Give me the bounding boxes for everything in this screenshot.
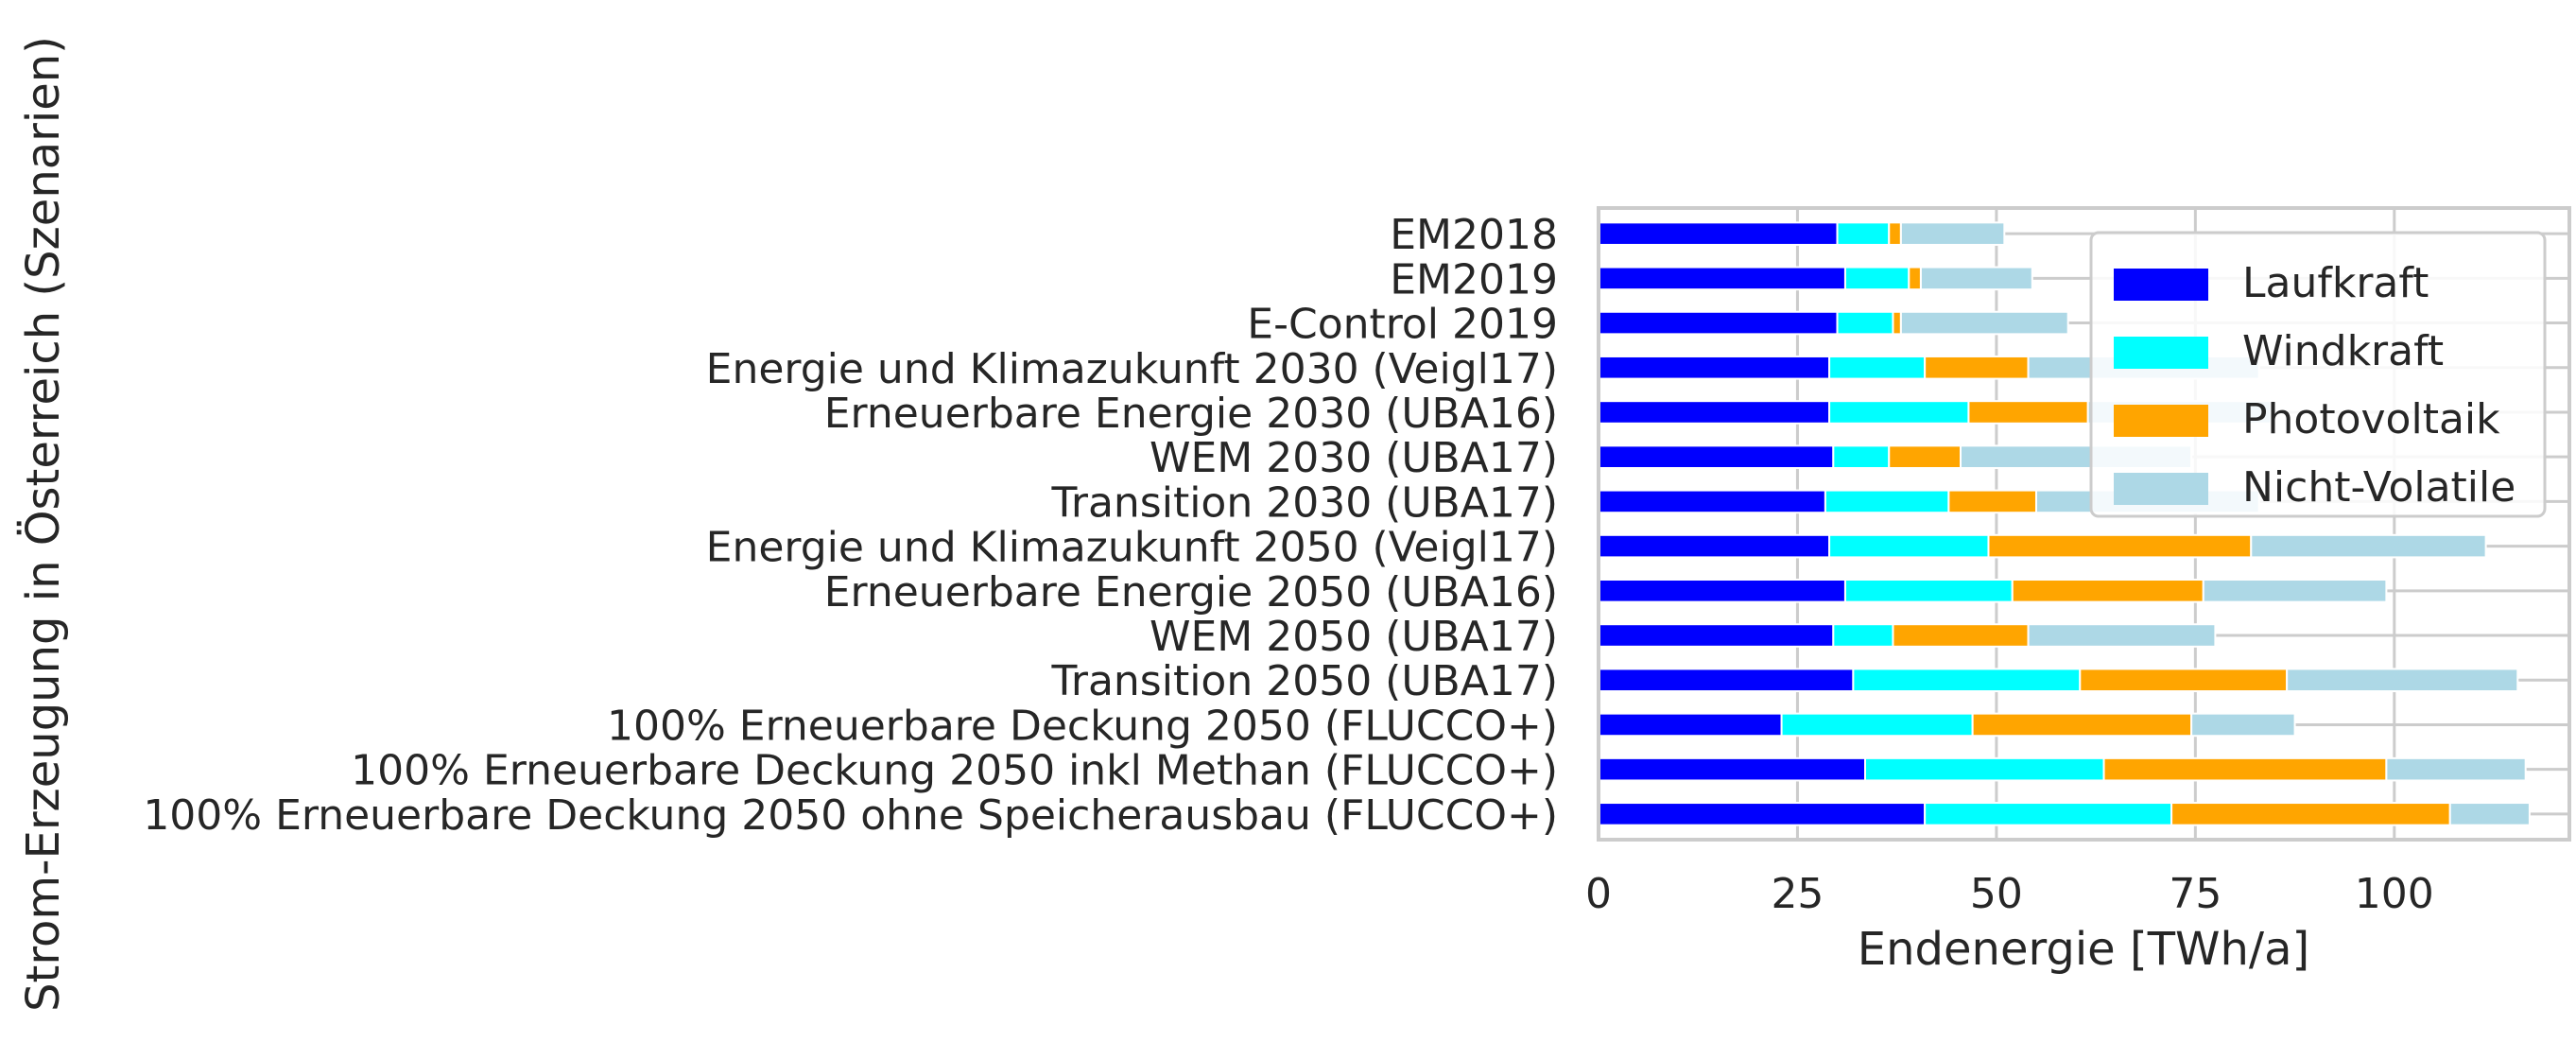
bar-segment	[1971, 712, 2193, 738]
bar-segment	[1843, 266, 1910, 291]
y-tick-label: EM2019	[1390, 255, 1558, 304]
y-tick-label: EM2018	[1390, 211, 1558, 259]
x-axis-label: Endenergie [TWh/a]	[1858, 923, 2309, 976]
bar-segment	[2011, 579, 2204, 603]
bar-segment	[1598, 266, 1846, 291]
legend-label: Nicht-Volatile	[2242, 463, 2515, 512]
bar-segment	[1864, 756, 2105, 782]
y-tick-label: Erneuerbare Energie 2050 (UBA16)	[824, 568, 1558, 617]
bar-segment	[1598, 489, 1826, 514]
legend-label: Windkraft	[2242, 327, 2444, 375]
bar-segment	[1598, 221, 1839, 246]
bar-segment	[1892, 310, 1902, 336]
bar-segment	[1598, 712, 1783, 738]
bar-segment	[1908, 266, 1922, 291]
bar-segment	[1888, 444, 1962, 469]
x-tick-label: 25	[1771, 870, 1824, 918]
y-tick-label: Energie und Klimazukunft 2030 (Veigl17)	[706, 345, 1558, 393]
bar-segment	[2385, 756, 2527, 782]
bar-segment	[1598, 444, 1835, 469]
x-tick-label: 50	[1970, 870, 2023, 918]
bar-segment	[2102, 756, 2388, 782]
legend-label: Photovoltaik	[2242, 395, 2500, 443]
y-axis-label: Strom-Erzeugung in Österreich (Szenarien…	[17, 36, 70, 1012]
bar-segment	[1987, 533, 2253, 559]
bar-segment	[2250, 533, 2487, 559]
legend-swatch	[2114, 405, 2208, 437]
bar-segment	[1598, 355, 1831, 380]
bar-segment	[1828, 400, 1970, 425]
bar-segment	[1598, 623, 1835, 648]
bar-segment	[1598, 756, 1867, 782]
bar-segment	[1852, 668, 2082, 693]
legend-label: Laufkraft	[2242, 259, 2429, 307]
bar-segment	[1843, 579, 2014, 603]
y-tick-label: Erneuerbare Energie 2030 (UBA16)	[824, 390, 1558, 438]
bar-segment	[1924, 802, 2173, 826]
bar-segment	[1832, 623, 1894, 648]
legend-swatch	[2114, 269, 2208, 301]
bar-segment	[2027, 623, 2217, 648]
legend: Laufkraft Windkraft Photovoltaik Nicht-Vola…	[2089, 231, 2547, 518]
y-tick-label: 100% Erneuerbare Deckung 2050 (FLUCCO+)	[607, 702, 1558, 750]
x-tick-label: 0	[1585, 870, 1612, 918]
bar-segment	[1780, 712, 1974, 738]
plot-frame	[1597, 206, 2571, 842]
x-tick-label: 100	[2355, 870, 2434, 918]
bar-segment	[1899, 221, 2006, 246]
y-tick-label: WEM 2030 (UBA17)	[1150, 434, 1558, 482]
y-tick-label: Transition 2050 (UBA17)	[1050, 657, 1558, 705]
y-tick-label: E-Control 2019	[1247, 301, 1558, 349]
bar-segment	[2202, 579, 2388, 603]
bar-segment	[1598, 579, 1846, 603]
bar-segment	[2190, 712, 2296, 738]
bar-segment	[1828, 355, 1927, 380]
y-tick-label: WEM 2050 (UBA17)	[1150, 613, 1558, 661]
x-tick-labels: 0 25 50 75 100	[1585, 870, 2434, 918]
y-tick-label: 100% Erneuerbare Deckung 2050 inkl Metha…	[351, 747, 1558, 795]
bar-segment	[2170, 802, 2451, 826]
legend-swatch	[2114, 473, 2208, 505]
bar-segment	[1598, 802, 1927, 826]
bar-segment	[1836, 221, 1891, 246]
legend-swatch	[2114, 337, 2208, 369]
bar-segment	[1598, 310, 1839, 336]
bar-segment	[1832, 444, 1891, 469]
bar-segment	[1924, 355, 2030, 380]
x-tick-label: 75	[2169, 870, 2222, 918]
legend-box	[2089, 231, 2547, 518]
y-tick-label: Energie und Klimazukunft 2050 (Veigl17)	[706, 524, 1558, 572]
bar-segment	[1967, 400, 2089, 425]
bar-segment	[1919, 266, 2033, 291]
bar-segment	[1598, 533, 1831, 559]
bar-segment	[1888, 221, 1902, 246]
y-tick-label: Transition 2030 (UBA17)	[1050, 478, 1558, 527]
y-tick-label: 100% Erneuerbare Deckung 2050 ohne Speic…	[143, 791, 1558, 840]
bar-segment	[1828, 533, 1990, 559]
bar-segment	[2448, 802, 2531, 826]
bar-segment	[1836, 310, 1894, 336]
bar-segment	[1824, 489, 1950, 514]
bar-segment	[1899, 310, 2069, 336]
bar-segment	[2079, 668, 2289, 693]
bar-segment	[1892, 623, 2030, 648]
bar-segment	[1947, 489, 2037, 514]
bar-segment	[1598, 400, 1831, 425]
bar-segment	[1598, 668, 1855, 693]
bar-segment	[2286, 668, 2519, 693]
